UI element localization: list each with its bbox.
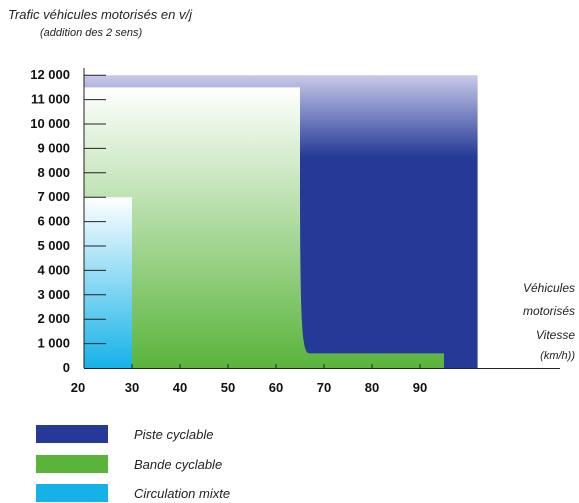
y-tick-label: 7 000	[37, 189, 70, 204]
x-tick-label: 90	[413, 380, 427, 395]
legend-swatch-piste	[36, 425, 108, 443]
y-axis-title-line1: Véhicules	[523, 281, 575, 295]
x-axis-title-line1: Vitesse	[536, 328, 575, 342]
x-axis-title-line2: (km/h))	[540, 350, 575, 362]
x-tick-label: 80	[365, 380, 379, 395]
legend-label-piste: Piste cyclable	[134, 426, 214, 442]
area-bande-cyclable	[84, 87, 444, 369]
chart-canvas: 0 1 000 2 000 3 000 4 000 5 000 6 000 7 000 8 00…	[30, 67, 575, 395]
legend-item-piste: Piste cyclable	[36, 425, 213, 443]
legend-item-mixte: Circulation mixte	[36, 484, 230, 502]
y-tick-label: 8 000	[37, 165, 70, 180]
chart-title: Trafic véhicules motorisés en v/j	[8, 7, 192, 22]
x-tick-label: 20	[71, 380, 85, 395]
legend-swatch-mixte	[36, 484, 108, 502]
legend-swatch-bande	[36, 455, 108, 473]
x-tick-label: 40	[173, 380, 187, 395]
y-tick-label: 4 000	[37, 262, 70, 277]
y-tick-label: 1 000	[37, 336, 70, 351]
y-tick-label: 0	[63, 360, 70, 375]
x-tick-label: 30	[125, 380, 139, 395]
y-axis-title-line2: motorisés	[523, 304, 575, 318]
legend-label-mixte: Circulation mixte	[134, 485, 231, 501]
y-tick-label: 5 000	[37, 238, 70, 253]
x-tick-label: 60	[269, 380, 283, 395]
chart-subtitle: (addition des 2 sens)	[40, 27, 143, 39]
y-tick-label: 12 000	[30, 67, 70, 82]
y-tick-label: 10 000	[30, 116, 70, 131]
legend-label-bande: Bande cyclable	[134, 456, 223, 472]
y-tick-label: 2 000	[37, 311, 70, 326]
y-tick-label: 3 000	[37, 287, 70, 302]
x-tick-label: 50	[221, 380, 235, 395]
y-tick-label: 6 000	[37, 214, 70, 229]
x-tick-label: 70	[317, 380, 331, 395]
area-circulation-mixte	[84, 197, 132, 368]
y-tick-label: 9 000	[37, 140, 70, 155]
legend-item-bande: Bande cyclable	[36, 455, 222, 473]
y-tick-label: 11 000	[31, 92, 70, 107]
